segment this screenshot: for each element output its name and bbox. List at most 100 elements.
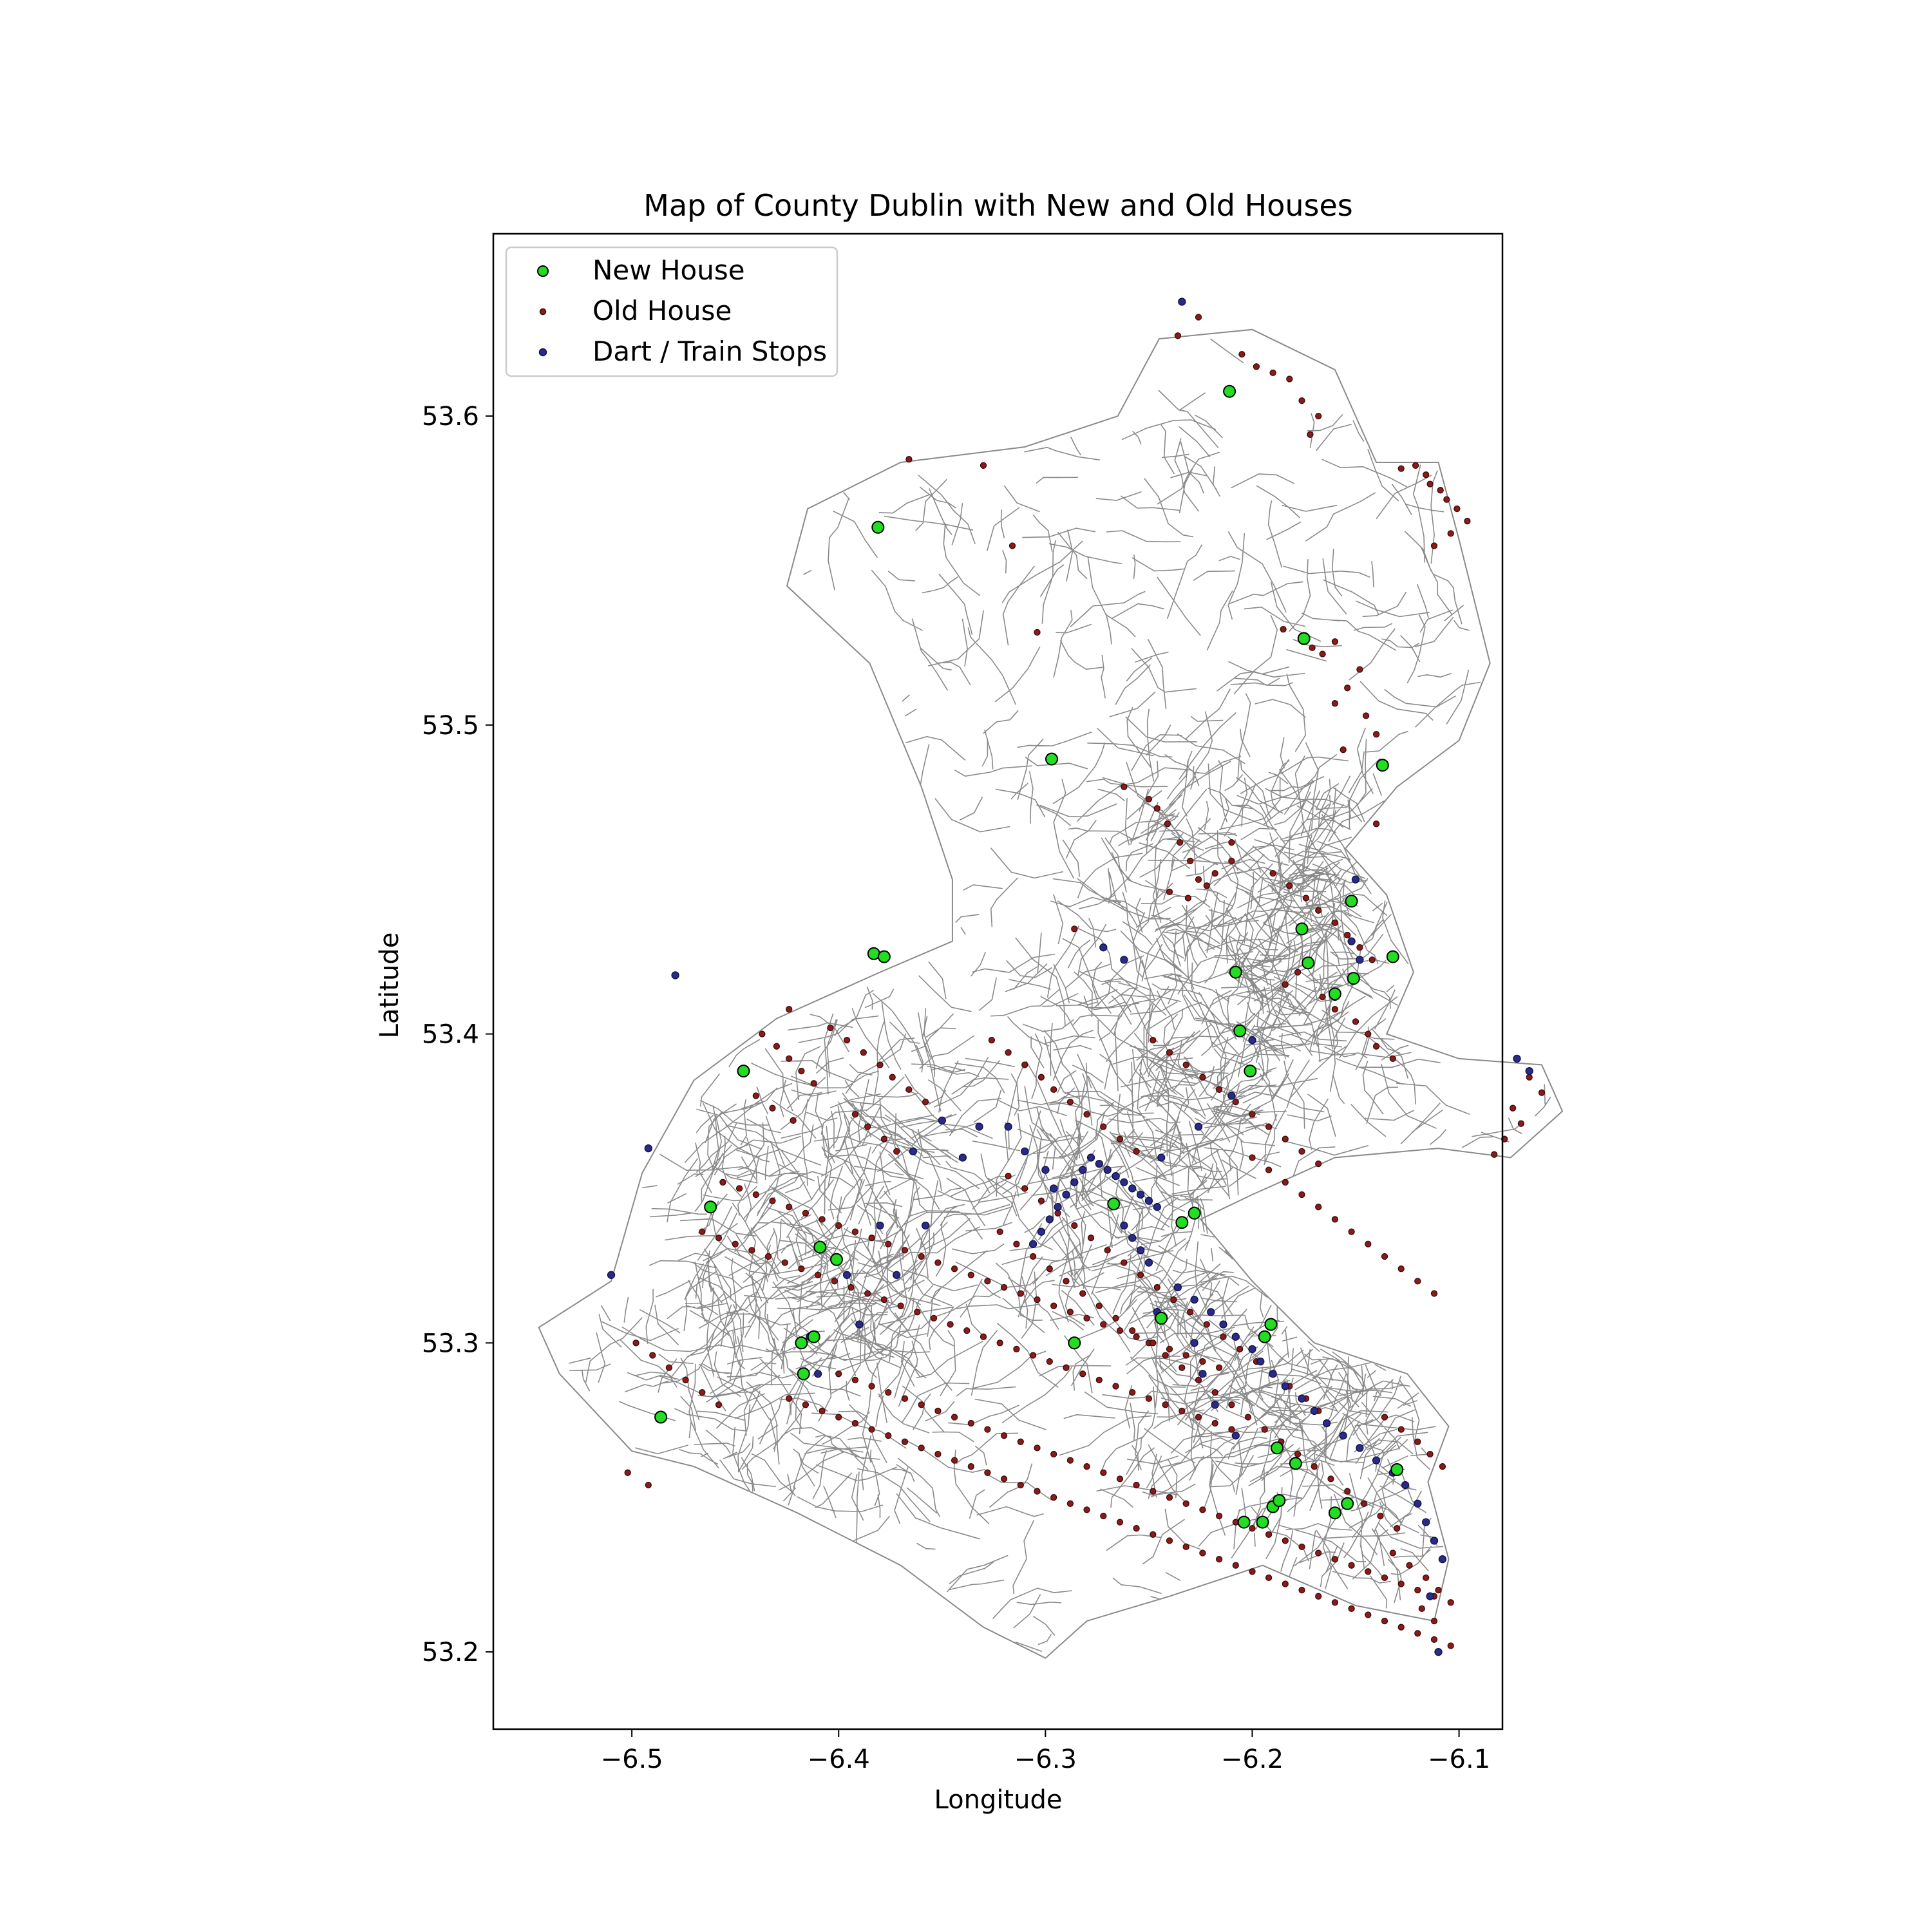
y-axis: 53.2 53.3 53.4 53.5 53.6 — [422, 402, 493, 1667]
old-house-point — [1087, 1235, 1095, 1242]
old-house-point — [1186, 857, 1194, 865]
old-house-point — [786, 1395, 793, 1402]
old-house-point — [1397, 465, 1405, 472]
old-house-point — [802, 1401, 810, 1408]
old-house-point — [1211, 869, 1218, 877]
dart-train-stop-point — [1144, 1197, 1153, 1205]
new-house-point — [797, 1367, 810, 1381]
old-house-point — [1037, 1197, 1045, 1204]
old-house-point — [1344, 685, 1351, 692]
dart-train-stop-point — [1219, 1320, 1227, 1329]
old-house-point — [1116, 1519, 1124, 1526]
old-house-point — [1340, 746, 1347, 753]
old-house-point — [1182, 1543, 1189, 1551]
old-house-point — [1121, 783, 1128, 790]
old-house-point — [864, 1123, 871, 1130]
old-house-point — [1095, 1376, 1103, 1384]
old-house-point — [1426, 480, 1434, 488]
y-tick-label: 53.4 — [422, 1020, 479, 1050]
old-house-point — [1063, 1278, 1070, 1285]
old-house-point — [624, 1469, 631, 1476]
old-house-point — [1145, 795, 1153, 803]
old-house-point — [1397, 1624, 1405, 1631]
old-house-point — [1282, 1179, 1289, 1186]
old-house-point — [1372, 1043, 1380, 1050]
new-house-point — [1223, 384, 1236, 398]
old-house-point — [835, 1370, 842, 1378]
old-house-point — [1228, 1401, 1235, 1408]
old-house-point — [934, 1259, 942, 1266]
old-house-point — [1195, 876, 1202, 883]
legend-marker-old-house — [539, 308, 547, 316]
dart-train-stop-point — [1136, 1190, 1145, 1199]
old-house-point — [1397, 1426, 1405, 1433]
old-house-point — [1083, 1111, 1090, 1118]
old-house-point — [831, 1278, 838, 1285]
y-tick-label: 53.2 — [422, 1638, 479, 1667]
dart-train-stop-point — [1120, 1221, 1128, 1230]
dart-train-stop-point — [1231, 1332, 1240, 1341]
old-house-point — [1282, 1537, 1289, 1544]
old-house-point — [1381, 1617, 1388, 1625]
dart-train-stop-point — [1356, 1444, 1364, 1452]
old-house-point — [1166, 1345, 1173, 1353]
dart-train-stop-point — [1426, 1592, 1434, 1600]
old-house-point — [1021, 1185, 1028, 1192]
old-house-point — [1066, 1457, 1074, 1464]
old-house-point — [1017, 1481, 1024, 1489]
old-house-point — [1331, 1216, 1339, 1223]
old-house-point — [1352, 1018, 1359, 1025]
old-house-point — [922, 1098, 929, 1106]
old-house-point — [1195, 314, 1202, 321]
old-house-point — [1199, 1074, 1206, 1081]
old-house-point — [851, 1419, 859, 1427]
old-house-point — [1430, 1636, 1438, 1643]
dart-train-stop-point — [1062, 1190, 1070, 1199]
old-house-point — [1228, 857, 1235, 865]
new-house-point — [1295, 922, 1309, 936]
old-house-point — [851, 1228, 859, 1235]
new-house-point — [1328, 1506, 1341, 1520]
old-house-point — [1166, 1537, 1173, 1544]
new-house-point — [1376, 759, 1389, 772]
old-house-point — [1298, 1148, 1305, 1155]
old-house-point — [1331, 1599, 1339, 1606]
old-house-point — [1133, 1333, 1140, 1340]
old-house-point — [1174, 332, 1182, 339]
old-house-point — [1282, 981, 1289, 988]
old-house-point — [1182, 1061, 1189, 1068]
old-house-point — [1215, 1555, 1223, 1563]
old-house-point — [1046, 1265, 1053, 1273]
dart-train-stop-point — [1269, 1370, 1277, 1378]
old-house-point — [1238, 350, 1245, 358]
old-house-point — [810, 1080, 817, 1087]
old-house-point — [984, 1278, 991, 1285]
old-house-point — [1381, 1253, 1388, 1260]
old-house-point — [1282, 1580, 1289, 1587]
old-house-point — [798, 1067, 805, 1075]
old-house-point — [715, 1401, 723, 1408]
scatter-points — [607, 298, 1546, 1656]
old-house-point — [1509, 1104, 1517, 1112]
dart-train-stop-point — [1256, 1357, 1265, 1366]
old-house-point — [897, 1302, 904, 1309]
old-house-point — [632, 1340, 639, 1347]
old-house-point — [1112, 1383, 1119, 1390]
old-house-point — [1100, 1512, 1107, 1520]
dart-train-stop-point — [921, 1221, 930, 1230]
old-house-point — [1394, 1525, 1401, 1532]
dart-train-stop-point — [958, 1153, 967, 1162]
old-house-point — [1071, 1222, 1078, 1229]
old-house-point — [1083, 1506, 1090, 1513]
old-house-point — [786, 1006, 793, 1013]
old-house-point — [880, 1135, 888, 1142]
old-house-point — [1150, 1488, 1157, 1495]
old-house-point — [1063, 1364, 1070, 1371]
old-house-point — [1244, 1414, 1252, 1421]
old-house-point — [980, 1333, 987, 1340]
old-house-point — [996, 1228, 1003, 1235]
old-house-points — [624, 314, 1546, 1649]
old-house-point — [1447, 530, 1454, 537]
old-house-point — [880, 1296, 888, 1303]
